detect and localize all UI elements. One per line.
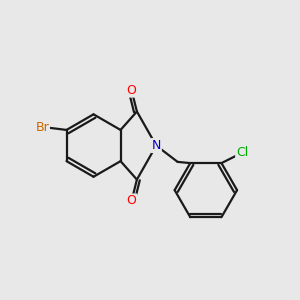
- Text: Br: Br: [35, 121, 49, 134]
- Text: N: N: [152, 139, 161, 152]
- Text: O: O: [127, 194, 136, 208]
- Text: O: O: [127, 84, 136, 97]
- Text: Cl: Cl: [236, 146, 248, 159]
